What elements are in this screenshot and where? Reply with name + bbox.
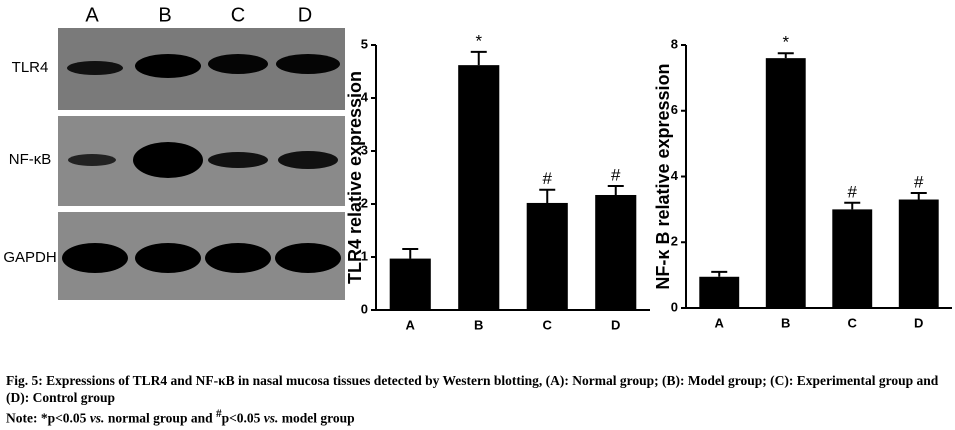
y-axis-label: NF-κ B relative expression xyxy=(653,63,673,289)
note-part: model group xyxy=(278,410,355,426)
error-bar xyxy=(844,201,861,210)
band xyxy=(68,154,116,166)
bar xyxy=(595,194,637,310)
bar xyxy=(699,276,740,308)
y-tick-label: 1 xyxy=(361,248,368,263)
y-tick-label: 4 xyxy=(361,89,369,104)
band xyxy=(205,243,271,273)
error-bar xyxy=(470,50,487,66)
significance-mark: # xyxy=(543,169,553,188)
error-bar xyxy=(711,270,728,277)
significance-mark: * xyxy=(782,33,789,52)
error-bar xyxy=(402,248,419,259)
y-tick-label: 0 xyxy=(361,301,368,316)
note-part: p<0.05 xyxy=(221,410,264,426)
bar xyxy=(458,65,500,310)
y-tick-label: 4 xyxy=(671,168,679,183)
note-part: vs. xyxy=(263,410,279,426)
x-tick-label: A xyxy=(715,315,725,330)
western-blot: A B C D TLR4 NF-κB GAPDH xyxy=(3,4,345,300)
y-axis-label: TLR4 relative expression xyxy=(345,71,365,284)
lane-label: A xyxy=(85,4,99,26)
bar xyxy=(526,202,568,310)
caption-text: Fig. 5: Expressions of TLR4 and NF-κB in… xyxy=(6,373,939,405)
bar xyxy=(832,209,873,308)
error-bar xyxy=(777,52,794,59)
note-part: normal group and xyxy=(104,410,216,426)
band xyxy=(276,54,340,74)
caption-note: Note: *p<0.05 vs. normal group and #p<0.… xyxy=(6,406,951,427)
lane-label: B xyxy=(158,4,171,26)
y-tick-label: 8 xyxy=(671,36,678,51)
bar xyxy=(898,199,939,308)
x-tick-label: D xyxy=(611,317,620,332)
significance-mark: # xyxy=(611,165,621,184)
band xyxy=(208,152,268,168)
error-bar xyxy=(539,188,556,203)
y-tick-label: 3 xyxy=(361,142,368,157)
row-label: GAPDH xyxy=(3,249,56,266)
band xyxy=(208,54,268,74)
note-part: # xyxy=(215,408,222,420)
band xyxy=(135,54,201,78)
band xyxy=(67,61,123,75)
bar xyxy=(389,258,431,310)
error-bar xyxy=(910,191,927,200)
note-part: vs. xyxy=(89,410,105,426)
band xyxy=(62,243,128,273)
band xyxy=(133,142,203,178)
caption: Fig. 5: Expressions of TLR4 and NF-κB in… xyxy=(6,372,951,427)
band xyxy=(278,151,338,169)
significance-mark: # xyxy=(914,172,924,191)
lane-label: C xyxy=(231,4,245,26)
row-label: TLR4 xyxy=(12,59,49,76)
x-tick-label: B xyxy=(781,315,790,330)
y-tick-label: 6 xyxy=(671,102,678,117)
bar xyxy=(765,58,806,309)
figure: A B C D TLR4 NF-κB GAPDH 0 1 2 3 4 5 TLR4 rela… xyxy=(3,4,952,332)
x-tick-label: A xyxy=(406,317,416,332)
x-tick-label: B xyxy=(474,317,483,332)
band xyxy=(135,243,201,273)
significance-mark: # xyxy=(848,182,858,201)
significance-mark: * xyxy=(475,31,482,50)
note-part: Note: *p<0.05 xyxy=(6,410,90,426)
y-tick-label: 5 xyxy=(361,36,368,51)
band xyxy=(275,243,341,273)
x-tick-label: C xyxy=(543,317,553,332)
error-bar xyxy=(607,184,624,195)
row-label: NF-κB xyxy=(9,151,52,168)
x-tick-label: D xyxy=(914,315,923,330)
x-tick-label: C xyxy=(848,315,858,330)
lane-label: D xyxy=(298,4,312,26)
y-tick-label: 0 xyxy=(671,299,678,314)
y-tick-label: 2 xyxy=(361,195,368,210)
y-tick-label: 2 xyxy=(671,234,678,249)
